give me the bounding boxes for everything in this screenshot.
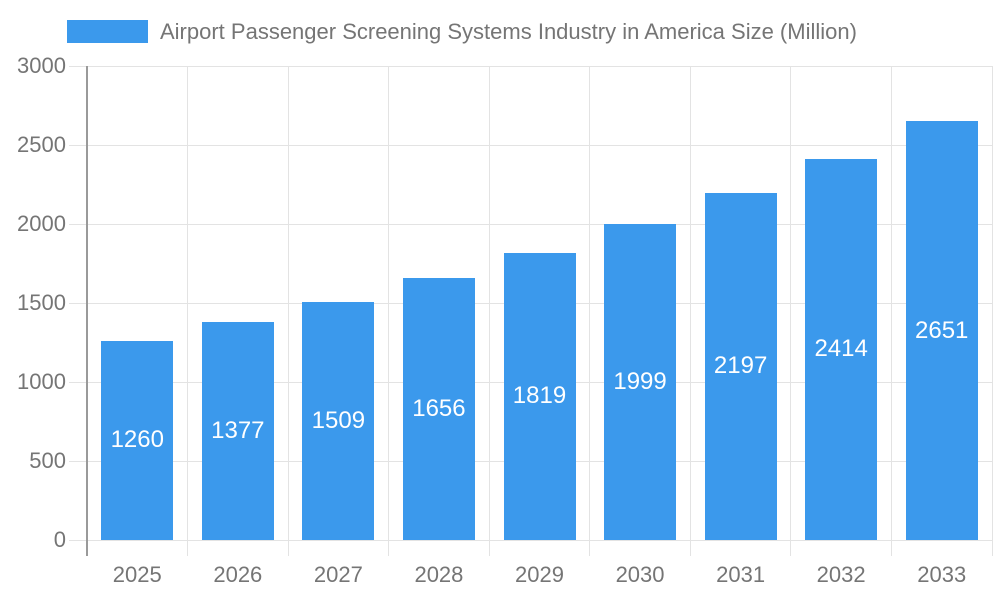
x-axis-tick-label: 2033 — [917, 562, 967, 587]
bar-2026[interactable]: 1377 — [201, 322, 274, 540]
legend-swatch — [67, 20, 148, 43]
y-axis-tick-label: 1000 — [17, 369, 66, 394]
y-axis-tick-label: 3000 — [17, 53, 66, 78]
bar-2029[interactable]: 1819 — [503, 252, 576, 540]
gridline-horizontal — [69, 65, 992, 67]
gridline-vertical — [689, 66, 691, 556]
bar-value-label: 2651 — [915, 316, 969, 344]
bar-value-label: 2197 — [713, 352, 768, 380]
y-axis-tick-label: 2000 — [17, 211, 66, 236]
gridline-vertical — [589, 66, 591, 556]
bar-2031[interactable]: 2197 — [704, 192, 777, 540]
gridline-vertical — [388, 66, 390, 556]
bar-2027[interactable]: 1509 — [302, 301, 375, 540]
gridline-vertical — [890, 66, 892, 556]
x-axis-tick-label: 2032 — [816, 562, 866, 587]
gridline-horizontal — [69, 539, 992, 541]
x-axis-tick-label: 2027 — [313, 562, 363, 587]
gridline-horizontal — [69, 223, 992, 225]
x-axis-tick-label: 2031 — [716, 562, 766, 587]
y-axis-tick-label: 0 — [53, 527, 66, 552]
bar-2025[interactable]: 1260 — [101, 340, 174, 540]
bar-2028[interactable]: 1656 — [402, 278, 475, 540]
y-axis-tick-label: 500 — [29, 448, 66, 473]
gridline-vertical — [287, 66, 289, 556]
gridline-vertical — [991, 66, 993, 556]
x-axis-tick-label: 2028 — [414, 562, 464, 587]
bar-value-label: 2414 — [814, 335, 868, 363]
legend: Airport Passenger Screening Systems Indu… — [67, 18, 857, 44]
bar-2032[interactable]: 2414 — [805, 158, 878, 540]
legend-label: Airport Passenger Screening Systems Indu… — [160, 18, 857, 44]
gridline-vertical — [187, 66, 189, 556]
x-axis-tick-label: 2029 — [515, 562, 564, 587]
x-axis-tick-label: 2030 — [615, 562, 665, 587]
bar-value-label: 1819 — [512, 382, 567, 410]
bar-2030[interactable]: 1999 — [604, 224, 677, 540]
bar-value-label: 1656 — [412, 395, 466, 423]
gridline-vertical — [488, 66, 490, 556]
x-axis-tick-label: 2025 — [112, 562, 162, 587]
y-axis-line — [86, 66, 88, 556]
bar-value-label: 1999 — [613, 368, 667, 396]
bar-value-label: 1260 — [110, 426, 164, 454]
x-axis-tick-label: 2026 — [213, 562, 263, 587]
y-axis-tick-label: 1500 — [17, 290, 66, 315]
bar-2033[interactable]: 2651 — [905, 121, 978, 540]
gridline-horizontal — [69, 144, 992, 146]
y-axis-tick-label: 2500 — [17, 132, 66, 157]
bar-value-label: 1377 — [211, 417, 265, 445]
bar-value-label: 1509 — [311, 406, 366, 434]
gridline-vertical — [790, 66, 792, 556]
